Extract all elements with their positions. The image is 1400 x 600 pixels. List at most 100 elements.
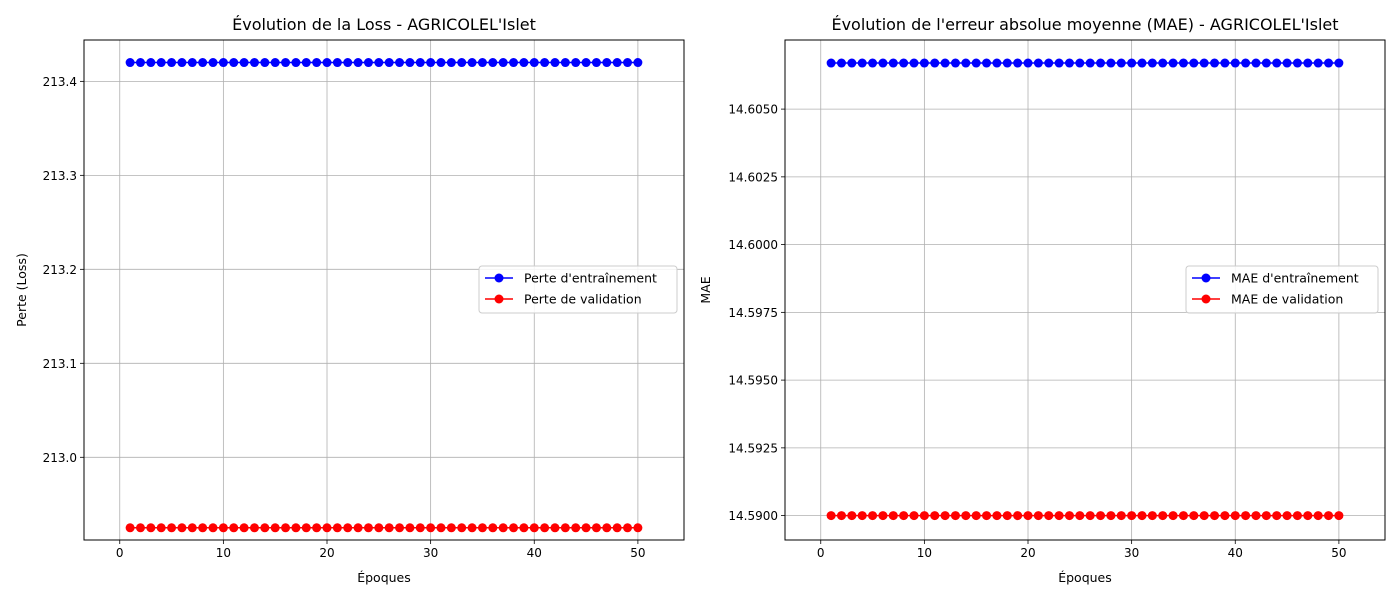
- loss-train-point: [529, 58, 539, 68]
- mae-val-point: [1044, 511, 1054, 521]
- legend-marker-train-loss: [494, 273, 504, 283]
- loss-val-point: [467, 523, 477, 533]
- loss-val-point: [363, 523, 373, 533]
- mae-val-point: [1272, 511, 1282, 521]
- loss-train-point: [550, 58, 560, 68]
- loss-val-point: [509, 523, 519, 533]
- mae-x-tick-label: 0: [817, 546, 825, 560]
- loss-train-point: [270, 58, 280, 68]
- loss-train-point: [260, 58, 270, 68]
- mae-y-tick-label: 14.6050: [728, 103, 778, 117]
- mae-val-point: [1106, 511, 1116, 521]
- mae-train-point: [919, 58, 929, 68]
- mae-x-axis-label: Époques: [1058, 570, 1112, 585]
- loss-train-point: [436, 58, 446, 68]
- loss-val-point: [208, 523, 218, 533]
- mae-val-point: [1199, 511, 1209, 521]
- mae-y-tick-label: 14.6025: [728, 170, 778, 184]
- loss-train-point: [301, 58, 311, 68]
- loss-train-point: [208, 58, 218, 68]
- loss-train-point: [229, 58, 239, 68]
- mae-train-point: [1272, 58, 1282, 68]
- legend-marker-val-loss: [494, 294, 504, 304]
- loss-val-point: [198, 523, 208, 533]
- loss-x-tick-label: 0: [116, 546, 124, 560]
- mae-val-point: [1324, 511, 1334, 521]
- loss-train-point: [498, 58, 508, 68]
- loss-val-point: [229, 523, 239, 533]
- loss-train-point: [312, 58, 322, 68]
- loss-train-point: [477, 58, 487, 68]
- loss-train-point: [249, 58, 259, 68]
- loss-val-point: [218, 523, 228, 533]
- loss-train-point: [426, 58, 436, 68]
- mae-train-point: [1334, 58, 1344, 68]
- loss-y-tick-label: 213.2: [43, 263, 77, 277]
- loss-val-point: [322, 523, 332, 533]
- loss-val-point: [426, 523, 436, 533]
- legend-marker-train-mae: [1201, 273, 1211, 283]
- mae-legend: MAE d'entraînement MAE de validation: [1185, 265, 1379, 314]
- mae-val-point: [1137, 511, 1147, 521]
- mae-x-tick-label: 50: [1331, 546, 1346, 560]
- loss-train-point: [353, 58, 363, 68]
- loss-val-point: [353, 523, 363, 533]
- loss-train-point: [519, 58, 529, 68]
- mae-train-point: [1013, 58, 1023, 68]
- loss-chart-title: Évolution de la Loss - AGRICOLEL'Islet: [232, 15, 536, 34]
- loss-val-point: [249, 523, 259, 533]
- loss-y-tick-label: 213.3: [43, 169, 77, 183]
- mae-y-tick-label: 14.6000: [728, 238, 778, 252]
- mae-val-point: [982, 511, 992, 521]
- mae-val-point: [826, 511, 836, 521]
- mae-train-point: [1210, 58, 1220, 68]
- mae-x-tick-label: 30: [1124, 546, 1139, 560]
- mae-train-point: [1147, 58, 1157, 68]
- mae-train-point: [868, 58, 878, 68]
- loss-val-point: [405, 523, 415, 533]
- loss-val-point: [374, 523, 384, 533]
- loss-train-point: [281, 58, 291, 68]
- mae-val-point: [1230, 511, 1240, 521]
- loss-val-point: [281, 523, 291, 533]
- loss-val-point: [146, 523, 156, 533]
- loss-y-tick-label: 213.4: [43, 75, 77, 89]
- loss-y-tick-label: 213.1: [43, 357, 77, 371]
- loss-val-point: [477, 523, 487, 533]
- loss-train-point: [374, 58, 384, 68]
- mae-train-point: [1261, 58, 1271, 68]
- loss-train-point: [571, 58, 581, 68]
- mae-val-point: [1210, 511, 1220, 521]
- mae-train-point: [1064, 58, 1074, 68]
- mae-val-point: [1147, 511, 1157, 521]
- mae-val-point: [909, 511, 919, 521]
- loss-x-tick-label: 10: [216, 546, 231, 560]
- loss-y-axis-label: Perte (Loss): [14, 253, 29, 327]
- mae-train-point: [1116, 58, 1126, 68]
- mae-train-point: [930, 58, 940, 68]
- loss-val-point: [446, 523, 456, 533]
- mae-train-point: [1106, 58, 1116, 68]
- mae-val-point: [950, 511, 960, 521]
- mae-train-point: [1199, 58, 1209, 68]
- mae-train-point: [909, 58, 919, 68]
- loss-val-point: [332, 523, 342, 533]
- loss-val-point: [623, 523, 633, 533]
- loss-train-point: [322, 58, 332, 68]
- mae-val-point: [992, 511, 1002, 521]
- loss-train-point: [332, 58, 342, 68]
- mae-val-point: [1282, 511, 1292, 521]
- mae-train-point: [961, 58, 971, 68]
- mae-val-point: [1085, 511, 1095, 521]
- mae-train-point: [1251, 58, 1261, 68]
- loss-val-point: [633, 523, 643, 533]
- loss-val-point: [177, 523, 187, 533]
- loss-train-point: [146, 58, 156, 68]
- mae-train-point: [1230, 58, 1240, 68]
- mae-val-point: [1064, 511, 1074, 521]
- loss-train-point: [156, 58, 166, 68]
- loss-train-point: [602, 58, 612, 68]
- loss-val-point: [384, 523, 394, 533]
- loss-val-point: [457, 523, 467, 533]
